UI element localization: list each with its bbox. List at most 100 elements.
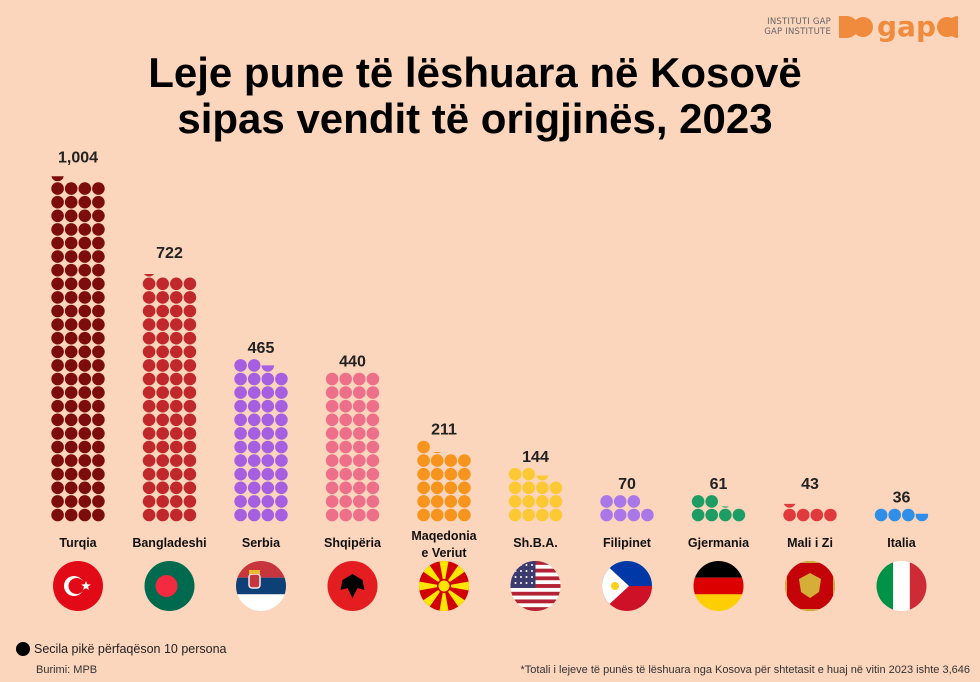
dot [51, 481, 64, 495]
dot [170, 304, 183, 318]
dot [156, 386, 169, 399]
dot [366, 508, 380, 522]
dot [170, 495, 183, 508]
dot [810, 508, 824, 522]
turkey-flag-icon [53, 561, 103, 611]
dot [705, 495, 718, 508]
category-label: Serbia [242, 536, 281, 550]
dot [170, 359, 183, 372]
dot [325, 440, 339, 454]
dot [92, 277, 105, 291]
dot [353, 386, 366, 399]
philippines-flag-icon [602, 561, 652, 611]
dot [142, 277, 156, 291]
dot [234, 467, 247, 481]
dot [417, 508, 430, 522]
dot [275, 495, 288, 508]
dot [234, 372, 247, 386]
dot [64, 277, 78, 291]
dot [92, 182, 105, 195]
logo-line-2: GAP INSTITUTE [764, 27, 832, 37]
dot [366, 495, 380, 508]
value-label: 465 [248, 340, 275, 357]
dot [64, 454, 78, 467]
dot [78, 413, 92, 427]
dot [247, 481, 261, 495]
dot [458, 508, 471, 522]
dot [156, 454, 169, 467]
dot [261, 467, 275, 481]
partial-dot [51, 176, 64, 182]
dot [78, 454, 92, 467]
dot [339, 372, 353, 386]
dot [156, 467, 169, 481]
value-label: 43 [801, 476, 819, 493]
dot [325, 413, 339, 427]
dot [234, 495, 247, 508]
dot [142, 291, 156, 304]
chart-title-line-2: sipas vendit të origjinës, 2023 [177, 95, 773, 142]
dot [430, 508, 444, 522]
serbia-flag-icon [236, 561, 286, 611]
dot [247, 508, 261, 522]
dot [51, 195, 64, 209]
bar-10 [874, 508, 929, 522]
dot [51, 318, 64, 331]
dot [366, 399, 380, 413]
dot [51, 209, 64, 223]
dot [325, 467, 339, 481]
dot [142, 508, 156, 522]
dot [64, 440, 78, 454]
dot-chart: 1,004 Turqia 722 Bangladeshi 465 Serbia 440 Shq… [51, 150, 929, 611]
dot [183, 399, 197, 413]
dot [92, 481, 105, 495]
dot [51, 291, 64, 304]
bar-8 [691, 495, 746, 522]
value-label: 211 [431, 422, 457, 439]
category-label: Mali i Zi [787, 536, 833, 550]
dot [183, 372, 197, 386]
dot [325, 495, 339, 508]
dot [275, 440, 288, 454]
dot [92, 413, 105, 427]
dot [796, 508, 810, 522]
dot [51, 304, 64, 318]
dot [51, 345, 64, 359]
dot [325, 481, 339, 495]
dot [142, 454, 156, 467]
dot [183, 331, 197, 345]
dot [78, 304, 92, 318]
dot [156, 372, 169, 386]
chart-title-line-1: Leje pune të lëshuara në Kosovë [148, 49, 802, 96]
dot [92, 304, 105, 318]
dot [522, 481, 535, 495]
dot [170, 345, 183, 359]
dot [156, 508, 169, 522]
dot [78, 223, 92, 236]
dot [261, 508, 275, 522]
dot [92, 399, 105, 413]
dot [51, 427, 64, 440]
dot [142, 495, 156, 508]
dot [325, 454, 339, 467]
dot [78, 372, 92, 386]
dot [430, 481, 444, 495]
dot [444, 481, 458, 495]
dot [366, 481, 380, 495]
dot [522, 508, 535, 522]
dot [325, 386, 339, 399]
dot [247, 413, 261, 427]
source: Burimi: MPB [36, 664, 98, 676]
dot [732, 508, 746, 522]
dot [183, 427, 197, 440]
category-label: e Veriut [421, 546, 467, 560]
legend-dot-icon [16, 642, 30, 656]
dot [156, 440, 169, 454]
dot [275, 399, 288, 413]
dot [783, 508, 796, 522]
dot [522, 495, 535, 508]
dot [64, 372, 78, 386]
dot [156, 399, 169, 413]
dot [51, 182, 64, 195]
logo: INSTITUTI GAP GAP INSTITUTE gap [764, 12, 970, 42]
